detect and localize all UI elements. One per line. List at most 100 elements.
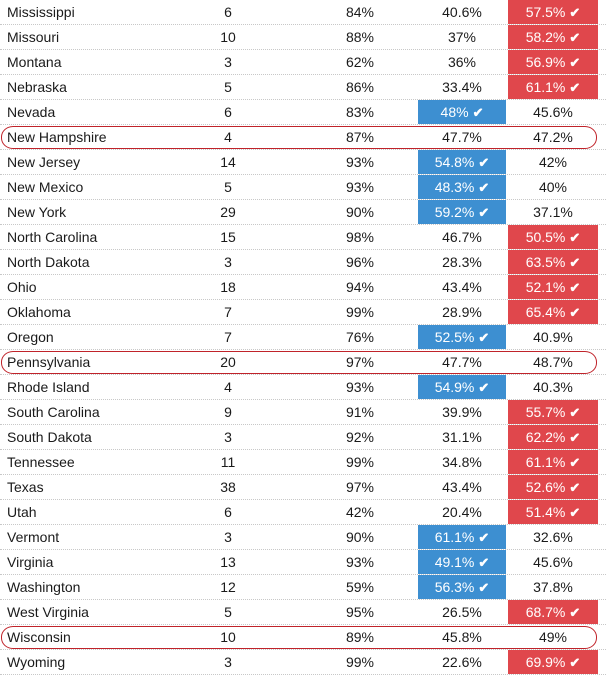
reporting-percent: 92% [322,425,398,449]
electoral-votes-text: 14 [220,154,236,170]
state-name-text: Nevada [7,104,56,120]
state-name-text: Utah [7,504,37,520]
reporting-percent: 91% [322,400,398,424]
reporting-percent: 59% [322,575,398,599]
rep-share: 61.1% ✔ [508,450,598,474]
dem-share: 37% [418,25,506,49]
electoral-votes-text: 7 [224,304,232,320]
electoral-votes-text: 13 [220,554,236,570]
electoral-votes-text: 5 [224,79,232,95]
state-name: Virginia [7,550,197,574]
dem-share-text: 28.3% [442,254,482,270]
rep-share-text: 40.9% [533,329,573,345]
dem-share-text: 36% [447,54,477,70]
rep-share: 48.7% [508,350,598,374]
dem-share-text: 61.1% [434,529,475,545]
reporting-percent-text: 99% [345,454,375,470]
reporting-percent-text: 99% [345,654,375,670]
electoral-votes: 4 [190,125,266,149]
rep-share: 51.4% ✔ [508,500,598,524]
state-name-text: South Dakota [7,429,92,445]
rep-share: 52.1% ✔ [508,275,598,299]
reporting-percent: 86% [322,75,398,99]
reporting-percent-text: 90% [345,204,375,220]
electoral-votes-text: 3 [224,54,232,70]
electoral-votes-text: 5 [224,179,232,195]
state-name: Nevada [7,100,197,124]
rep-share-text: 61.1% [525,454,566,470]
rep-share: 45.6% [508,100,598,124]
rep-share: 40.9% [508,325,598,349]
dem-share: 59.2% ✔ [418,200,506,224]
state-name-text: New York [7,204,67,220]
state-name: Montana [7,50,197,74]
dem-share-text: 39.9% [442,404,482,420]
table-row: Rhode Island 4 93% 54.9% ✔ 40.3% [0,375,606,400]
rep-share: 49% [508,625,598,649]
dem-share: 20.4% [418,500,506,524]
state-name: New Hampshire [7,125,197,149]
dem-share-text: 49.1% [434,554,475,570]
table-row: Washington 12 59% 56.3% ✔ 37.8% [0,575,606,600]
state-name: Texas [7,475,197,499]
rep-share-text: 37.1% [533,204,573,220]
checkmark-icon: ✔ [569,430,581,445]
rep-share-text: 58.2% [525,29,566,45]
state-name: South Dakota [7,425,197,449]
state-name-text: New Mexico [7,179,84,195]
electoral-votes: 11 [190,450,266,474]
state-name: North Dakota [7,250,197,274]
rep-share: 56.9% ✔ [508,50,598,74]
reporting-percent-text: 87% [345,129,375,145]
reporting-percent-text: 97% [345,354,375,370]
checkmark-icon: ✔ [478,205,490,220]
electoral-votes-text: 5 [224,604,232,620]
reporting-percent: 89% [322,625,398,649]
rep-share-text: 32.6% [533,529,573,545]
dem-share-text: 43.4% [442,479,482,495]
electoral-votes: 3 [190,250,266,274]
dem-share: 47.7% [418,350,506,374]
state-name: Rhode Island [7,375,197,399]
state-name: New Mexico [7,175,197,199]
state-name: New Jersey [7,150,197,174]
table-row: Nevada 6 83% 48% ✔ 45.6% [0,100,606,125]
reporting-percent: 99% [322,300,398,324]
checkmark-icon: ✔ [478,555,490,570]
dem-share: 47.7% [418,125,506,149]
state-name: New York [7,200,197,224]
checkmark-icon: ✔ [478,580,490,595]
checkmark-icon: ✔ [472,105,484,120]
electoral-votes-text: 38 [220,479,236,495]
checkmark-icon: ✔ [569,55,581,70]
rep-share: 61.1% ✔ [508,75,598,99]
electoral-votes: 6 [190,0,266,24]
checkmark-icon: ✔ [569,30,581,45]
table-row: West Virginia 5 95% 26.5% 68.7% ✔ [0,600,606,625]
table-row: Vermont 3 90% 61.1% ✔ 32.6% [0,525,606,550]
table-row: Nebraska 5 86% 33.4% 61.1% ✔ [0,75,606,100]
table-row: New Mexico 5 93% 48.3% ✔ 40% [0,175,606,200]
checkmark-icon: ✔ [478,530,490,545]
electoral-votes: 5 [190,75,266,99]
rep-share: 52.6% ✔ [508,475,598,499]
checkmark-icon: ✔ [569,605,581,620]
rep-share: 55.7% ✔ [508,400,598,424]
dem-share: 43.4% [418,475,506,499]
state-name: Vermont [7,525,197,549]
electoral-votes-text: 7 [224,329,232,345]
rep-share: 42% [508,150,598,174]
state-name-text: Ohio [7,279,37,295]
rep-share: 45.6% [508,550,598,574]
rep-share-text: 40.3% [533,379,573,395]
state-name-text: North Carolina [7,229,98,245]
state-name-text: Mississippi [7,4,75,20]
table-row: Texas 38 97% 43.4% 52.6% ✔ [0,475,606,500]
reporting-percent-text: 76% [345,329,375,345]
electoral-votes: 20 [190,350,266,374]
table-row: South Dakota 3 92% 31.1% 62.2% ✔ [0,425,606,450]
reporting-percent: 88% [322,25,398,49]
reporting-percent-text: 91% [345,404,375,420]
table-row: New York 29 90% 59.2% ✔ 37.1% [0,200,606,225]
